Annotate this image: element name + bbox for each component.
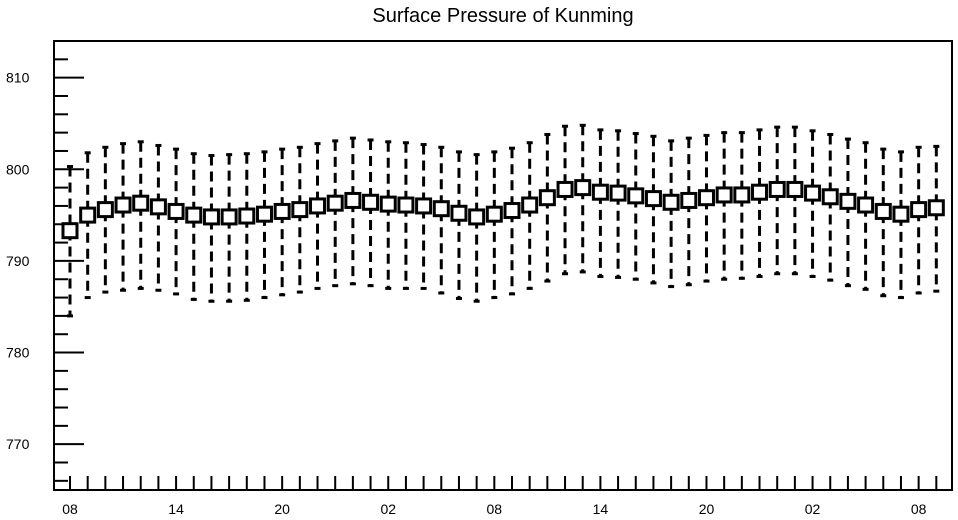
x-axis: 08 14 20 02 08 14 20 02 08 (62, 476, 938, 517)
mean-marker (238, 207, 256, 225)
mean-marker (538, 189, 556, 207)
mean-marker (167, 202, 185, 220)
mean-marker (114, 196, 132, 214)
mean-marker (697, 189, 715, 207)
y-tick-label: 790 (6, 253, 30, 269)
x-tick-label: 02 (805, 501, 821, 517)
mean-marker (255, 205, 273, 223)
mean-marker (680, 191, 698, 209)
mean-marker (468, 208, 486, 226)
mean-marker (556, 180, 574, 198)
mean-marker (485, 205, 503, 223)
mean-marker (291, 201, 309, 219)
mean-marker (644, 190, 662, 208)
mean-marker (892, 205, 910, 223)
mean-marker (432, 200, 450, 218)
mean-marker (821, 188, 839, 206)
mean-marker (751, 183, 769, 201)
y-tick-label: 780 (6, 345, 30, 361)
mean-marker (768, 180, 786, 198)
x-tick-label: 14 (593, 501, 609, 517)
mean-marker (96, 201, 114, 219)
mean-marker (715, 186, 733, 204)
mean-marker (326, 194, 344, 212)
mean-marker (415, 197, 433, 215)
mean-marker (521, 196, 539, 214)
mean-marker (132, 194, 150, 212)
mean-marker (503, 202, 521, 220)
y-tick-label: 770 (6, 436, 30, 452)
mean-marker (839, 192, 857, 210)
mean-marker (927, 199, 945, 217)
mean-marker (185, 206, 203, 224)
mean-marker (202, 208, 220, 226)
y-axis: 770 780 790 800 810 (6, 58, 84, 482)
mean-marker (220, 208, 238, 226)
mean-marker (61, 222, 79, 240)
mean-marker (733, 186, 751, 204)
mean-marker (450, 204, 468, 222)
mean-marker (662, 193, 680, 211)
mean-marker (874, 202, 892, 220)
x-tick-label: 02 (380, 501, 396, 517)
x-tick-label: 20 (699, 501, 715, 517)
mean-marker (857, 196, 875, 214)
mean-marker (379, 195, 397, 213)
mean-marker (804, 184, 822, 202)
mean-marker (627, 187, 645, 205)
x-tick-label: 20 (274, 501, 290, 517)
mean-marker (786, 180, 804, 198)
y-tick-label: 800 (6, 161, 30, 177)
mean-marker (362, 193, 380, 211)
mean-marker (309, 197, 327, 215)
mean-marker (574, 179, 592, 197)
mean-marker (344, 191, 362, 209)
x-tick-label: 08 (911, 501, 927, 517)
chart-title: Surface Pressure of Kunming (372, 5, 633, 27)
x-tick-label: 08 (62, 501, 78, 517)
x-tick-label: 08 (487, 501, 503, 517)
mean-marker (609, 184, 627, 202)
mean-marker (273, 202, 291, 220)
mean-marker (397, 196, 415, 214)
mean-marker (149, 198, 167, 216)
y-tick-label: 810 (6, 70, 30, 86)
mean-marker (591, 183, 609, 201)
x-tick-label: 14 (168, 501, 184, 517)
plot-frame (53, 40, 953, 491)
mean-marker (79, 206, 97, 224)
mean-marker (910, 201, 928, 219)
data-series (61, 123, 945, 318)
